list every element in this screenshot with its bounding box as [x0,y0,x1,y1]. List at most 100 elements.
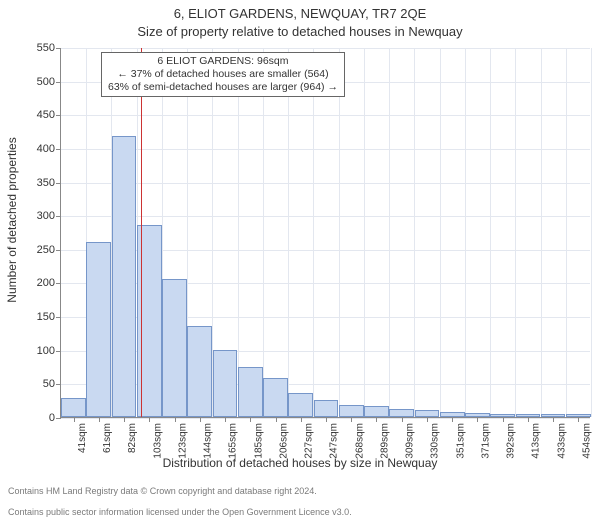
histogram-bar [541,414,566,417]
x-tick-mark [149,417,150,422]
x-tick-label: 309sqm [405,423,416,459]
y-tick-mark [56,418,61,419]
x-tick-mark [477,417,478,422]
y-tick-mark [56,351,61,352]
y-tick-label: 400 [37,143,55,155]
page-address-title: 6, ELIOT GARDENS, NEWQUAY, TR7 2QE [0,6,600,21]
y-tick-label: 200 [37,277,55,289]
histogram-bar [566,414,591,417]
y-tick-mark [56,115,61,116]
gridline-v [566,48,567,417]
x-tick-mark [99,417,100,422]
y-tick-label: 100 [37,345,55,357]
gridline-v [515,48,516,417]
x-tick-label: 103sqm [152,423,163,459]
x-tick-mark [250,417,251,422]
x-tick-mark [553,417,554,422]
gridline-v [414,48,415,417]
histogram-bar [465,413,490,417]
x-tick-label: 41sqm [77,423,88,453]
gridline-v [238,48,239,417]
y-tick-label: 500 [37,76,55,88]
histogram-bar [339,405,364,417]
x-tick-label: 165sqm [228,423,239,459]
gridline-v [364,48,365,417]
gridline-v [288,48,289,417]
y-tick-mark [56,82,61,83]
y-tick-label: 0 [49,412,55,424]
histogram-bar [440,412,465,417]
x-tick-mark [276,417,277,422]
y-tick-mark [56,384,61,385]
y-tick-label: 300 [37,210,55,222]
x-tick-mark [124,417,125,422]
y-tick-label: 150 [37,311,55,323]
gridline-v [591,48,592,417]
y-tick-label: 250 [37,244,55,256]
x-tick-label: 454sqm [581,423,592,459]
x-tick-mark [402,417,403,422]
x-tick-label: 289sqm [379,423,390,459]
x-tick-mark [578,417,579,422]
x-tick-label: 392sqm [506,423,517,459]
histogram-bar [238,367,263,417]
x-tick-mark [74,417,75,422]
annotation-line-2: ← 37% of detached houses are smaller (56… [108,68,338,81]
y-tick-label: 350 [37,177,55,189]
x-tick-mark [175,417,176,422]
y-tick-mark [56,283,61,284]
x-tick-mark [225,417,226,422]
histogram-bar [162,279,187,417]
histogram-bar [389,409,414,417]
reference-line [141,48,142,417]
x-tick-mark [326,417,327,422]
y-tick-mark [56,216,61,217]
histogram-bar [213,350,238,417]
x-tick-label: 206sqm [279,423,290,459]
y-tick-mark [56,317,61,318]
y-tick-mark [56,149,61,150]
y-tick-label: 50 [43,378,55,390]
gridline-v [263,48,264,417]
gridline-v [465,48,466,417]
x-tick-mark [351,417,352,422]
x-tick-label: 185sqm [253,423,264,459]
histogram-bar [415,410,440,417]
x-tick-mark [503,417,504,422]
x-tick-mark [427,417,428,422]
y-axis-label-wrap: Number of detached properties [2,0,22,440]
x-tick-label: 433sqm [556,423,567,459]
x-tick-mark [301,417,302,422]
y-tick-mark [56,48,61,49]
y-tick-mark [56,183,61,184]
histogram-bar [86,242,111,417]
x-tick-mark [528,417,529,422]
x-tick-label: 330sqm [430,423,441,459]
histogram-bar [187,326,212,417]
footer-line-1: Contains HM Land Registry data © Crown c… [8,486,317,496]
gridline-v [541,48,542,417]
y-tick-mark [56,250,61,251]
x-tick-mark [376,417,377,422]
histogram-plot-area: 05010015020025030035040045050055041sqm61… [60,48,590,418]
x-tick-label: 61sqm [102,423,113,453]
x-tick-label: 82sqm [127,423,138,453]
x-axis-label: Distribution of detached houses by size … [0,456,600,470]
x-tick-label: 123sqm [178,423,189,459]
histogram-bar [263,378,288,417]
x-tick-label: 247sqm [329,423,340,459]
gridline-v [490,48,491,417]
y-axis-label: Number of detached properties [5,137,19,302]
annotation-line-3: 63% of semi-detached houses are larger (… [108,81,338,94]
page-subtitle: Size of property relative to detached ho… [0,24,600,39]
gridline-v [339,48,340,417]
annotation-line-1: 6 ELIOT GARDENS: 96sqm [108,55,338,68]
histogram-bar [112,136,137,417]
histogram-bar [490,414,515,417]
x-tick-label: 371sqm [480,423,491,459]
histogram-bar [288,393,313,417]
x-tick-label: 268sqm [354,423,365,459]
x-tick-label: 227sqm [304,423,315,459]
footer-line-2: Contains public sector information licen… [8,507,352,517]
gridline-v [440,48,441,417]
